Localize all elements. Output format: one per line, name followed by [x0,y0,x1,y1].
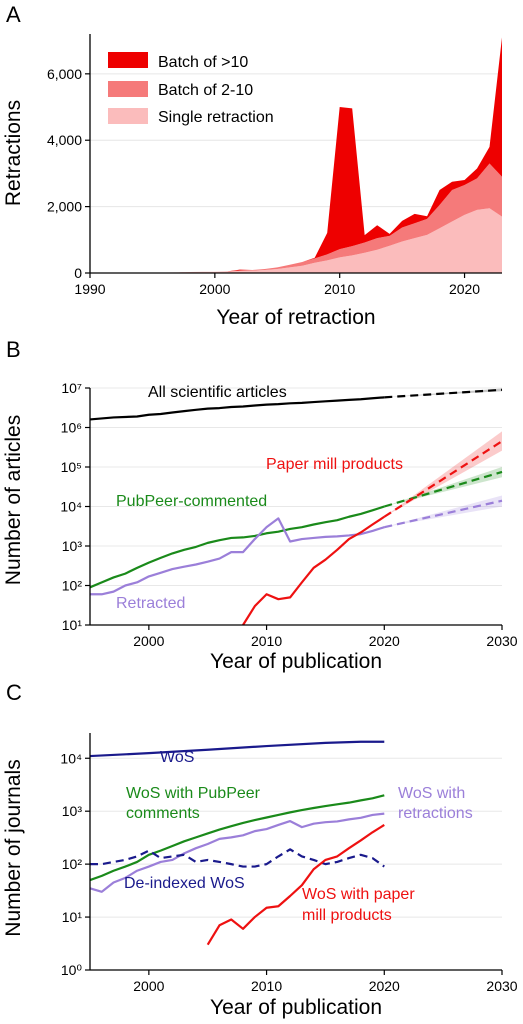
panel-c-lines [89,740,385,946]
line-pubpeer-commented [89,505,385,589]
x-tick-label-a-1990: 1990 [74,281,105,297]
label-paper-mill-1: WoS with paper [302,886,415,903]
panel-label-b: B [6,337,21,362]
projection-retracted [384,499,503,529]
label-paper-mill: Paper mill products [266,456,403,473]
label-retracted: Retracted [116,595,185,612]
panel-b-ylabel: Number of articles [2,415,25,585]
label-pubpeer: PubPeer-commented [116,493,267,510]
line-all-scientific-articles [89,396,385,421]
label-wos-retractions-1: WoS with [398,785,465,802]
panel-c: C 2000 2010 2020 2030 10⁰ 10¹ 10² 10³ 10⁴ WoS Wo… [2,680,518,1019]
label-paper-mill-2: mill products [302,907,392,924]
y-tick-label-b-100000: 10⁵ [61,459,82,475]
legend-label-batch-gt10: Batch of >10 [158,54,248,71]
area-single-retraction [90,208,502,273]
x-tick-label-b-2030: 2030 [486,633,517,649]
x-tick-label-b-2000: 2000 [133,633,164,649]
panel-a-grid [90,73,502,208]
line-de-indexed-wos [90,848,385,868]
label-deindexed: De-indexed WoS [124,875,245,892]
x-tick-label-a-2020: 2020 [449,281,480,297]
x-tick-label-a-2000: 2000 [199,281,230,297]
x-tick-label-a-2010: 2010 [324,281,355,297]
panel-b-axes: 2000 2010 2020 2030 10¹ 10² 10³ 10⁴ 10⁵ 10⁶ 10⁷ [60,380,517,649]
y-tick-label-a-2000: 2,000 [47,199,82,215]
y-tick-label-c-10000: 10⁴ [60,750,82,766]
legend-swatch-batch-2-10 [108,81,148,97]
projection-paper-mill-products [383,440,503,518]
line-wos-with-retractions [89,812,385,893]
x-tick-label-b-2010: 2010 [251,633,282,649]
y-tick-label-b-100: 10² [62,578,83,594]
panel-a-ylabel: Retractions [2,100,25,206]
x-tick-label-c-2030: 2030 [486,978,517,994]
y-tick-label-c-100: 10² [62,856,83,872]
legend-label-batch-2-10: Batch of 2-10 [158,82,253,99]
x-tick-label-c-2020: 2020 [369,978,400,994]
band-paper-mill-products [384,431,502,517]
panel-a: A 1990 2000 2010 2020 0 2,000 4,000 6,000 Batch… [2,2,502,329]
panel-b-xlabel: Year of publication [210,650,382,673]
line-wos-with-pubpeer-comments [89,794,385,882]
y-tick-label-a-6000: 6,000 [47,66,82,82]
line-wos [89,740,385,758]
line-paper-mill-products [242,515,385,626]
line-wos-with-paper-mill-products [206,824,385,946]
projection-all-scientific-articles [384,388,503,399]
label-wos: WoS [160,749,194,766]
y-tick-label-b-1000000: 10⁶ [61,420,82,436]
y-tick-label-b-1000: 10³ [62,538,83,554]
legend-swatch-single [108,108,148,124]
y-tick-label-a-4000: 4,000 [47,132,82,148]
panel-b-lines [89,388,503,626]
line-retracted [90,517,385,596]
y-tick-label-a-0: 0 [74,265,82,281]
panel-a-legend: Batch of >10 Batch of 2-10 Single retrac… [108,52,274,126]
panel-b: B 2000 2010 2020 203010¹10²10³10⁴10⁵10⁶10⁷ … [2,337,518,673]
band-retracted [384,495,502,528]
legend-swatch-batch-gt10 [108,52,148,68]
label-wos-pubpeer-2: comments [126,805,200,822]
panel-c-xlabel: Year of publication [210,996,382,1019]
label-wos-pubpeer-1: WoS with PubPeer [126,785,261,802]
label-wos-retractions-2: retractions [398,805,473,822]
y-tick-label-b-10000: 10⁴ [60,499,82,515]
y-tick-label-c-10: 10¹ [62,909,83,925]
panel-label-c: C [6,680,22,705]
panel-a-axes: 1990 2000 2010 2020 0 2,000 4,000 6,000 [47,34,502,297]
label-all-articles: All scientific articles [148,384,287,401]
panel-a-areas [90,37,502,273]
panel-c-ylabel: Number of journals [2,759,25,936]
panel-c-axes: 2000 2010 2020 2030 10⁰ 10¹ 10² 10³ 10⁴ [60,733,518,994]
y-tick-label-c-1000: 10³ [62,803,83,819]
panel-a-xlabel: Year of retraction [216,306,375,329]
y-tick-label-b-10: 10¹ [62,617,83,633]
band-pubpeer-commented [384,467,502,507]
x-tick-label-c-2010: 2010 [251,978,282,994]
x-tick-label-b-2020: 2020 [369,633,400,649]
y-tick-label-c-1: 10⁰ [61,962,83,978]
panel-label-a: A [6,2,21,27]
x-tick-label-c-2000: 2000 [133,978,164,994]
projection-pubpeer-commented [383,470,503,508]
legend-label-single: Single retraction [158,109,274,126]
y-tick-label-b-10000000: 10⁷ [61,380,82,396]
